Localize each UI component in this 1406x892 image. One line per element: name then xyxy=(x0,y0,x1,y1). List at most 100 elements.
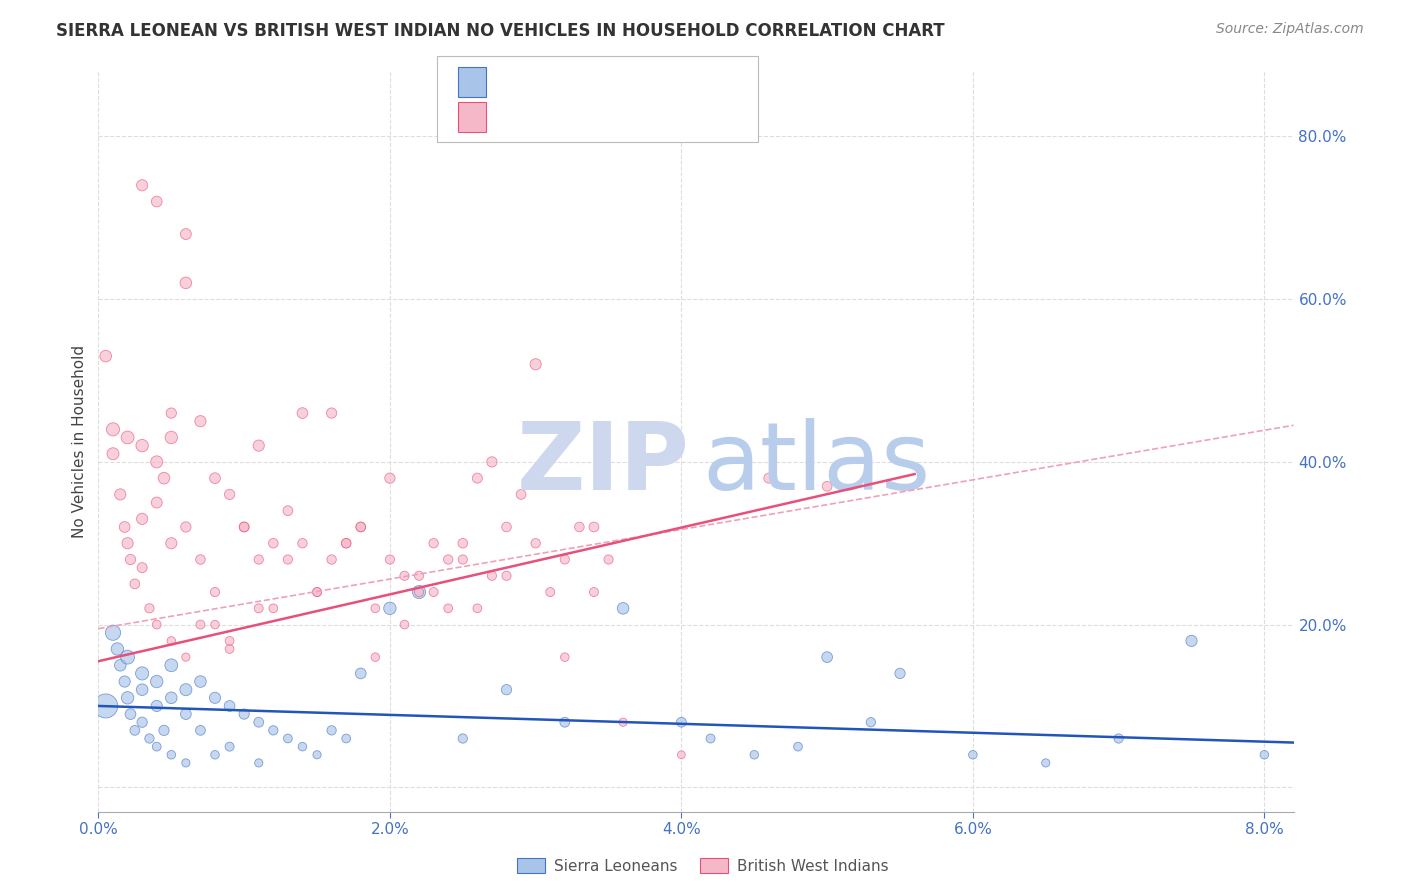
Point xyxy=(481,568,503,582)
Point xyxy=(117,536,139,550)
Point xyxy=(335,536,357,550)
Point xyxy=(145,455,167,469)
Point xyxy=(124,577,146,591)
Point xyxy=(153,723,176,738)
Point xyxy=(262,536,284,550)
Point xyxy=(364,601,387,615)
Point xyxy=(160,690,183,705)
Point xyxy=(145,739,167,754)
Point xyxy=(815,650,838,665)
Point xyxy=(94,349,117,363)
Point xyxy=(1253,747,1275,762)
Point xyxy=(174,650,197,665)
Point xyxy=(554,650,576,665)
Point xyxy=(554,552,576,566)
Point xyxy=(451,536,474,550)
Point xyxy=(204,471,226,485)
Point xyxy=(815,479,838,493)
Point xyxy=(787,739,810,754)
Point xyxy=(190,674,212,689)
Point xyxy=(321,406,343,420)
Point xyxy=(101,625,124,640)
Text: R = -0.116: R = -0.116 xyxy=(496,74,578,89)
Point xyxy=(758,471,780,485)
Point xyxy=(262,723,284,738)
Point xyxy=(247,715,270,730)
Point xyxy=(233,707,256,722)
Point xyxy=(378,601,401,615)
Point xyxy=(247,439,270,453)
Point xyxy=(174,682,197,697)
Point xyxy=(699,731,721,746)
Point xyxy=(160,633,183,648)
Point xyxy=(1035,756,1057,770)
Point xyxy=(174,227,197,241)
Point xyxy=(437,552,460,566)
Point xyxy=(962,747,984,762)
Text: N = 57: N = 57 xyxy=(619,74,676,89)
Point xyxy=(889,666,911,681)
Point xyxy=(671,715,693,730)
Point xyxy=(277,552,299,566)
Point xyxy=(495,520,517,534)
Point xyxy=(114,520,136,534)
Point xyxy=(350,520,373,534)
Point xyxy=(174,520,197,534)
Point xyxy=(394,617,416,632)
Point xyxy=(131,715,153,730)
Point xyxy=(422,536,444,550)
Point xyxy=(160,536,183,550)
Point xyxy=(190,723,212,738)
Point xyxy=(291,406,314,420)
Point xyxy=(859,715,882,730)
Point xyxy=(131,682,153,697)
Point xyxy=(131,666,153,681)
Point xyxy=(131,178,153,193)
Point xyxy=(538,585,561,599)
Point xyxy=(145,698,167,713)
Point xyxy=(101,422,124,436)
Point xyxy=(110,487,132,501)
Point xyxy=(190,552,212,566)
Point xyxy=(582,585,605,599)
Point xyxy=(153,471,176,485)
Text: N = 89: N = 89 xyxy=(619,110,676,125)
Point xyxy=(321,552,343,566)
Point xyxy=(408,568,430,582)
Point xyxy=(277,504,299,518)
Point xyxy=(131,560,153,574)
Point xyxy=(233,520,256,534)
Point xyxy=(524,357,547,371)
Point xyxy=(117,650,139,665)
Point xyxy=(612,715,634,730)
Point xyxy=(451,731,474,746)
Point xyxy=(120,707,142,722)
Point xyxy=(174,276,197,290)
Point xyxy=(190,414,212,428)
Point xyxy=(495,568,517,582)
Point xyxy=(1180,633,1202,648)
Point xyxy=(120,552,142,566)
Point xyxy=(495,682,517,697)
Point xyxy=(510,487,533,501)
Point xyxy=(582,520,605,534)
Point xyxy=(262,601,284,615)
Point xyxy=(350,666,373,681)
Point xyxy=(364,650,387,665)
Point xyxy=(124,723,146,738)
Point xyxy=(110,658,132,673)
Point xyxy=(204,690,226,705)
Point xyxy=(190,617,212,632)
Point xyxy=(394,568,416,582)
Point xyxy=(131,512,153,526)
Point xyxy=(467,471,489,485)
Y-axis label: No Vehicles in Household: No Vehicles in Household xyxy=(72,345,87,538)
Point xyxy=(247,756,270,770)
Text: R =  0.271: R = 0.271 xyxy=(496,110,578,125)
Point xyxy=(742,747,765,762)
Point xyxy=(145,495,167,509)
Point xyxy=(305,747,328,762)
Point xyxy=(145,617,167,632)
Point xyxy=(204,747,226,762)
Point xyxy=(138,601,160,615)
